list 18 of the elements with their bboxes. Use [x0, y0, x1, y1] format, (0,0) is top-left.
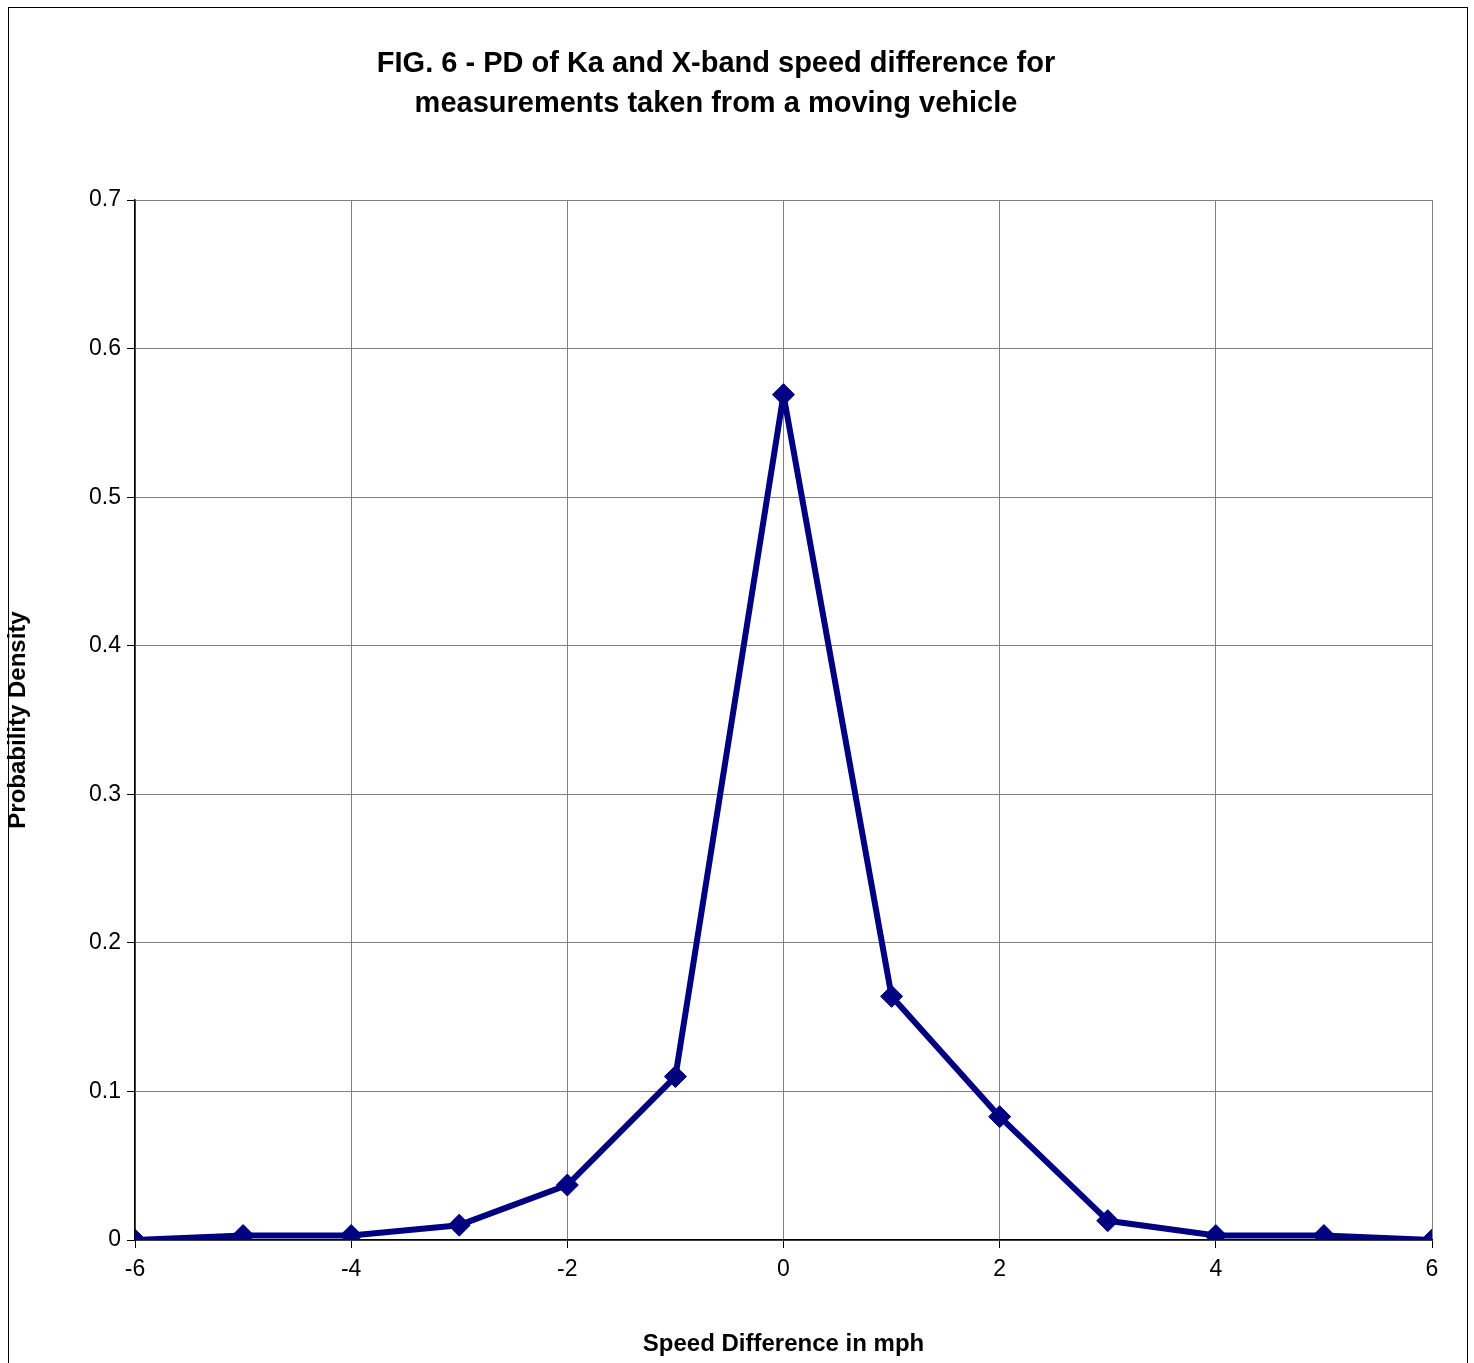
y-tick-label: 0.1 — [89, 1076, 121, 1103]
y-tick-label: 0.7 — [89, 185, 121, 212]
y-tick-label: 0.6 — [89, 333, 121, 360]
x-tick-label: 4 — [1209, 1255, 1223, 1282]
y-axis-title: Probability Density — [3, 610, 31, 829]
y-tick-label: 0 — [108, 1225, 121, 1252]
x-tick-label: -4 — [340, 1255, 362, 1282]
y-tick-label: 0.4 — [89, 631, 122, 658]
x-tick-label: -2 — [557, 1255, 578, 1282]
x-tick-label: 6 — [1425, 1255, 1439, 1282]
x-axis-title: Speed Difference in mph — [642, 1329, 925, 1357]
x-tick-label: 2 — [993, 1255, 1007, 1282]
y-tick-label: 0.2 — [89, 928, 121, 955]
chart-title: FIG. 6 - PD of Ka and X-band speed difference for measurements taken from a moving vehicle — [376, 46, 1056, 119]
x-tick-label: 0 — [777, 1255, 790, 1282]
y-tick-label: 0.3 — [89, 779, 121, 806]
y-tick-label: 0.5 — [89, 482, 121, 509]
x-tick-label: -6 — [124, 1255, 146, 1282]
